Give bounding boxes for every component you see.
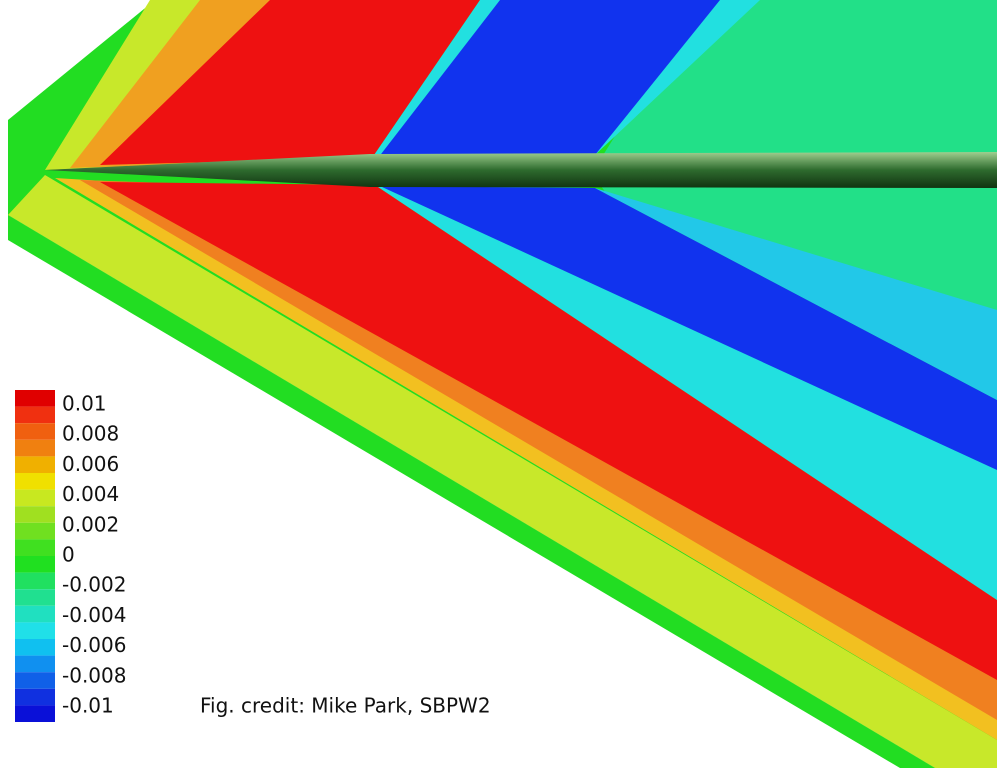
colorbar-label: -0.008 (62, 663, 126, 687)
colorbar-label: 0.008 (62, 422, 119, 446)
page: Fig. credit: Mike Park, SBPW2 0.01 0.008 0… (0, 0, 997, 768)
contour-figure: Fig. credit: Mike Park, SBPW2 0.01 0.008 0… (0, 0, 997, 768)
field (8, 0, 997, 768)
colorbar-label: 0.006 (62, 452, 119, 476)
colorbar-label: -0.006 (62, 633, 126, 657)
colorbar-label: 0.004 (62, 482, 119, 506)
colorbar-label: -0.004 (62, 603, 126, 627)
colorbar-label: 0 (62, 543, 75, 567)
caption: Fig. credit: Mike Park, SBPW2 (200, 694, 491, 718)
colorbar-label: -0.01 (62, 694, 114, 718)
colorbar-label: 0.01 (62, 392, 107, 416)
colorbar (15, 390, 55, 722)
colorbar-label: -0.002 (62, 573, 126, 597)
colorbar-label: 0.002 (62, 512, 119, 536)
